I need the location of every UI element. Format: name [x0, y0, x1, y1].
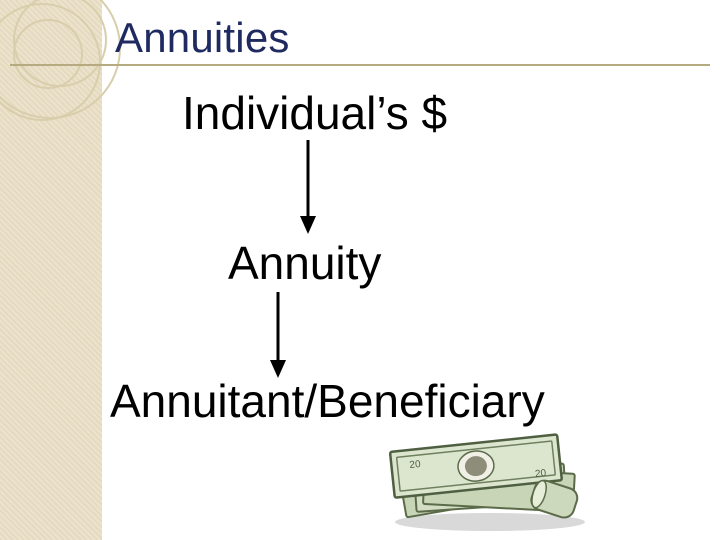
money-image: 20 20	[370, 432, 590, 537]
svg-text:20: 20	[409, 459, 422, 471]
flow-node-annuity: Annuity	[228, 236, 381, 290]
title-underline	[10, 64, 710, 66]
svg-text:20: 20	[535, 468, 548, 480]
flow-node-annuitant: Annuitant/Beneficiary	[110, 374, 545, 428]
left-texture-strip	[0, 0, 102, 540]
flow-node-individual: Individual’s $	[182, 86, 447, 140]
slide-title: Annuities	[115, 14, 290, 62]
slide-root: Annuities Individual’s $ Annuity Annuita…	[0, 0, 720, 540]
flow-arrow-1	[298, 140, 318, 234]
flow-arrow-2	[268, 292, 288, 378]
